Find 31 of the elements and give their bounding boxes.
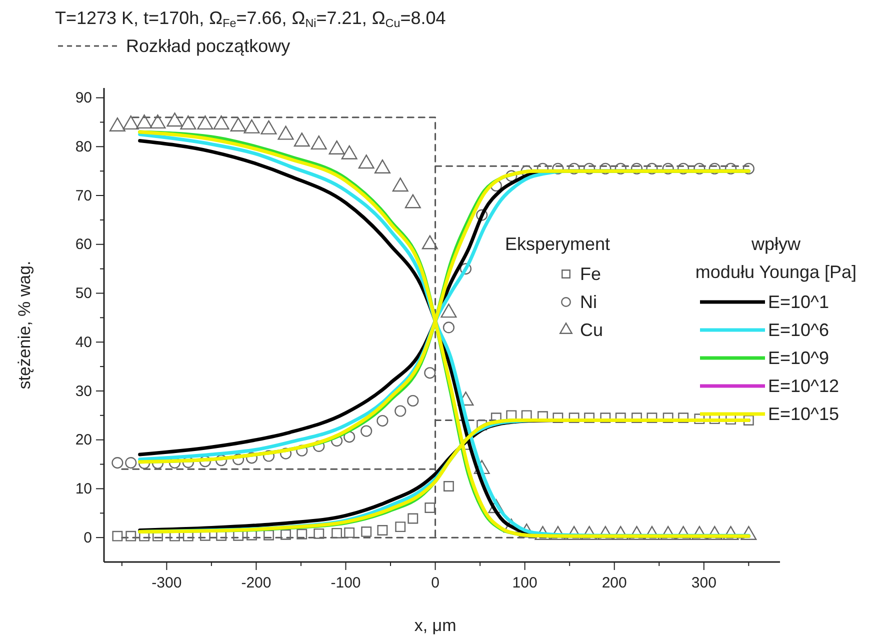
y-axis-title: stężenie, % wag. xyxy=(15,260,34,390)
y-tick-label: 70 xyxy=(75,187,92,204)
x-tick-label: -300 xyxy=(152,574,182,592)
legend-label: E=10^1 xyxy=(768,292,829,312)
legend-title: wpływ modułu Younga [Pa] xyxy=(695,234,857,282)
x-tick-label: 200 xyxy=(602,574,627,592)
legend-label: Cu xyxy=(580,320,604,340)
x-tick-label: -200 xyxy=(241,574,272,592)
legend-label: E=10^15 xyxy=(768,404,840,424)
y-tick-label: 40 xyxy=(75,334,92,351)
x-axis-title: x, μm xyxy=(414,616,456,635)
chart-title: T=1273 K, t=170h, Ω$_{Fe}$=7.66, Ω$_{Ni}$=7.21, Ω$_{Cu}$=8.04 xyxy=(55,8,446,30)
x-tick-label: 0 xyxy=(431,574,440,592)
annotation: Eksperyment xyxy=(505,234,610,254)
legend-label: Rozkład początkowy xyxy=(126,36,290,56)
y-tick-label: 10 xyxy=(75,480,92,498)
x-tick-label: -100 xyxy=(330,574,361,592)
y-tick-label: 60 xyxy=(75,236,92,254)
legend-label: Ni xyxy=(580,292,597,312)
y-tick-label: 80 xyxy=(75,138,92,156)
legend-label: E=10^9 xyxy=(768,348,829,368)
y-tick-label: 0 xyxy=(84,529,92,546)
y-tick-label: 50 xyxy=(75,285,92,302)
legend-label: Fe xyxy=(580,264,602,284)
y-tick-label: 30 xyxy=(75,382,92,400)
legend-label: E=10^6 xyxy=(768,320,829,340)
legend-label: E=10^12 xyxy=(768,376,840,396)
x-tick-label: 300 xyxy=(691,574,716,592)
y-tick-label: 20 xyxy=(75,432,92,449)
y-tick-label: 90 xyxy=(75,90,92,107)
x-tick-label: 100 xyxy=(512,574,538,592)
